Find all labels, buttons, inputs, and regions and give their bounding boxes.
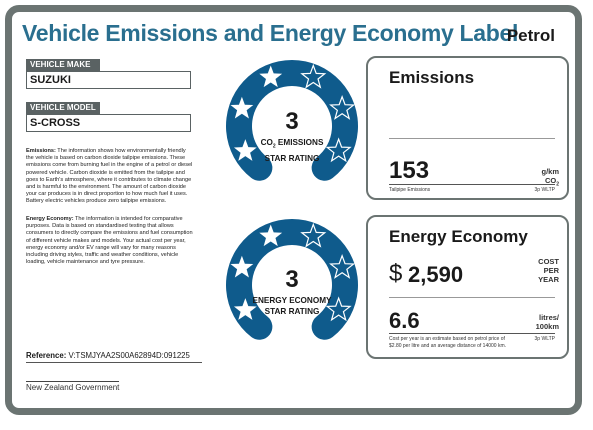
emissions-caption-line1: CO2 EMISSIONS (260, 138, 324, 150)
economy-divider (389, 297, 555, 298)
economy-star-ring (226, 219, 358, 340)
economy-star-count: 3 (285, 266, 299, 293)
economy-info-text: The information is intended for comparat… (26, 216, 193, 266)
cost-unit: COST PER YEAR (538, 257, 559, 284)
economy-footer-right: 3p WLTP (534, 336, 555, 342)
emissions-unit: g/km CO2 (541, 167, 559, 190)
emissions-star-wheel (226, 60, 358, 181)
cost-currency: $ (389, 260, 403, 287)
economy-star-wheel (226, 219, 358, 340)
emissions-unit-line1: g/km (541, 167, 559, 176)
fuel-consumption-value: 6.6 (389, 308, 420, 333)
emissions-info-heading: Emissions: (26, 148, 56, 154)
emissions-panel-title: Emissions (389, 68, 475, 87)
emissions-star-ring (226, 60, 358, 181)
economy-star-caption: ENERGY ECONOMY STAR RATING (232, 295, 352, 317)
vehicle-make-label: VEHICLE MAKE (26, 59, 100, 71)
vehicle-model-field: S-CROSS (26, 114, 191, 132)
emissions-unit-line2: CO2 (544, 176, 559, 188)
filled-star-icon (230, 255, 254, 278)
fuel-unit-line2: 100km (535, 322, 559, 331)
emissions-footer-right: 3p WLTP (534, 187, 555, 193)
vehicle-make-field: SUZUKI (26, 71, 191, 89)
cost-unit-line3: YEAR (538, 275, 559, 284)
emissions-footer-rule (389, 184, 555, 185)
empty-star-icon (329, 95, 356, 120)
reference: Reference: V:TSMJYAA2S00A62894D:091225 (26, 351, 202, 363)
vehicle-model-label: VEHICLE MODEL (26, 102, 100, 114)
star-ring-band (226, 60, 358, 181)
label-title: Vehicle Emissions and Energy Economy Lab… (22, 20, 519, 46)
economy-panel: Energy Economy $ 2,590 COST PER YEAR 6.6… (366, 215, 569, 359)
empty-star-icon (325, 296, 352, 322)
economy-panel-title: Energy Economy (389, 227, 528, 246)
emissions-star-count: 3 (285, 108, 299, 135)
filled-star-icon (233, 139, 257, 161)
emissions-star-caption: CO2 EMISSIONS STAR RATING (232, 137, 352, 164)
star-ring-band (226, 219, 358, 340)
filled-star-icon (259, 65, 283, 88)
fuel-type: Petrol (506, 26, 555, 45)
reference-label: Reference: (26, 351, 67, 360)
economy-info: Energy Economy: The information is inten… (26, 216, 194, 266)
emissions-value: 153 (389, 157, 430, 184)
cost-unit-line2: PER (543, 266, 559, 275)
nz-government-logo: New Zealand Government (26, 381, 120, 392)
economy-caption-line2: STAR RATING (264, 307, 320, 316)
economy-caption-line1: ENERGY ECONOMY (252, 296, 332, 305)
empty-star-icon (300, 63, 327, 89)
economy-footer-note: Cost per year is an estimate based on pe… (389, 336, 507, 349)
emissions-info-text: The information shows how environmentall… (26, 148, 193, 205)
filled-star-icon (259, 224, 283, 247)
empty-star-icon (300, 222, 327, 248)
reference-value: V:TSMJYAA2S00A62894D:091225 (68, 351, 190, 360)
filled-star-icon (233, 298, 257, 320)
economy-footer-rule (389, 333, 555, 334)
emissions-panel: Emissions 153 g/km CO2 Tailpipe Emission… (366, 56, 569, 200)
emissions-divider (389, 138, 555, 139)
fuel-consumption-unit: litres/ 100km (536, 313, 559, 331)
filled-star-icon (230, 96, 254, 119)
economy-info-heading: Energy Economy: (26, 216, 74, 222)
cost-unit-line1: COST (538, 257, 559, 266)
emissions-caption-line2: STAR RATING (264, 153, 320, 163)
emissions-info: Emissions: The information shows how env… (26, 148, 194, 206)
cost-value: 2,590 (408, 262, 464, 287)
fuel-unit-line1: litres/ (538, 313, 559, 322)
emissions-footer-left: Tailpipe Emissions (389, 187, 431, 193)
empty-star-icon (329, 254, 356, 279)
empty-star-icon (325, 137, 352, 163)
